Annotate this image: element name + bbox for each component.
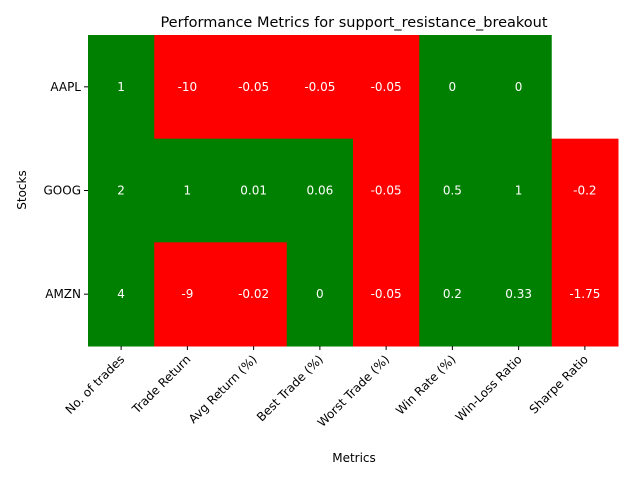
x-tick-label: Win-Loss Ratio: [453, 352, 525, 424]
heatmap-cell: [485, 138, 553, 243]
heatmap-cell: [419, 138, 486, 243]
y-axis: AAPL GOOG AMZN: [44, 80, 88, 301]
cell-value-label: 1: [117, 80, 125, 94]
cell-value-label: 1: [515, 184, 523, 198]
heatmap-cell: [154, 35, 221, 140]
cell-value-label: -0.05: [238, 80, 269, 94]
y-tick-label: AMZN: [45, 287, 81, 301]
heatmap-cell: [154, 138, 221, 243]
y-tick-label: AAPL: [50, 80, 81, 94]
heatmap-cells: 1 -10 -0.05 -0.05 -0.05 0 0 2 1 0.01 0.06 -0.05 0.5 1…: [88, 35, 619, 347]
heatmap-cell: [353, 138, 420, 243]
cell-value-label: 1: [184, 184, 192, 198]
chart-title: Performance Metrics for support_resistan…: [160, 15, 547, 31]
cell-value-label: -0.05: [371, 287, 402, 301]
heatmap-cell: [419, 35, 486, 140]
cell-value-label: 0.5: [443, 184, 462, 198]
heatmap-cell: [286, 35, 354, 140]
y-axis-label: Stocks: [15, 170, 29, 209]
heatmap-cell: [220, 138, 288, 243]
cell-value-label: -0.2: [573, 184, 596, 198]
x-tick-label: No. of trades: [63, 352, 128, 417]
y-tick-label: GOOG: [44, 184, 82, 198]
heatmap-cell: [88, 35, 155, 140]
heatmap-cell: [154, 242, 221, 347]
cell-value-label: 0: [515, 80, 523, 94]
cell-value-label: 0: [449, 80, 457, 94]
heatmap-cell: [220, 242, 288, 347]
cell-value-label: -0.05: [304, 80, 335, 94]
heatmap-cell: [286, 138, 354, 243]
heatmap-cell: [353, 242, 420, 347]
x-tick-label: Avg Return (%): [186, 352, 260, 426]
cell-value-label: -0.05: [371, 184, 402, 198]
x-axis-label: Metrics: [332, 451, 376, 465]
heatmap-cell: [551, 242, 619, 347]
heatmap-cell: [551, 35, 619, 140]
x-tick-label: Trade Return: [129, 352, 194, 417]
heatmap-cell: [551, 138, 619, 243]
x-tick-label: Worst Trade (%): [315, 352, 393, 430]
x-tick-label: Best Trade (%): [254, 352, 326, 424]
heatmap-cell: [485, 242, 553, 347]
x-tick-label: Sharpe Ratio: [527, 352, 591, 416]
heatmap-cell: [286, 242, 354, 347]
cell-value-label: 2: [117, 184, 125, 198]
cell-value-label: 4: [117, 287, 125, 301]
cell-value-label: -10: [178, 80, 198, 94]
cell-value-label: 0.33: [505, 287, 532, 301]
cell-value-label: -0.02: [238, 287, 269, 301]
heatmap-cell: [88, 242, 155, 347]
cell-value-label: 0: [316, 287, 324, 301]
heatmap-cell: [419, 242, 486, 347]
heatmap-cell: [88, 138, 155, 243]
cell-value-label: 0.2: [443, 287, 462, 301]
cell-value-label: -0.05: [371, 80, 402, 94]
heatmap-cell: [220, 35, 288, 140]
cell-value-label: 0.06: [307, 184, 334, 198]
x-tick-label: Win Rate (%): [393, 352, 458, 417]
cell-value-label: 0.01: [240, 184, 267, 198]
cell-value-label: -1.75: [569, 287, 600, 301]
heatmap-cell: [485, 35, 553, 140]
heatmap-cell: [353, 35, 420, 140]
cell-value-label: -9: [181, 287, 193, 301]
